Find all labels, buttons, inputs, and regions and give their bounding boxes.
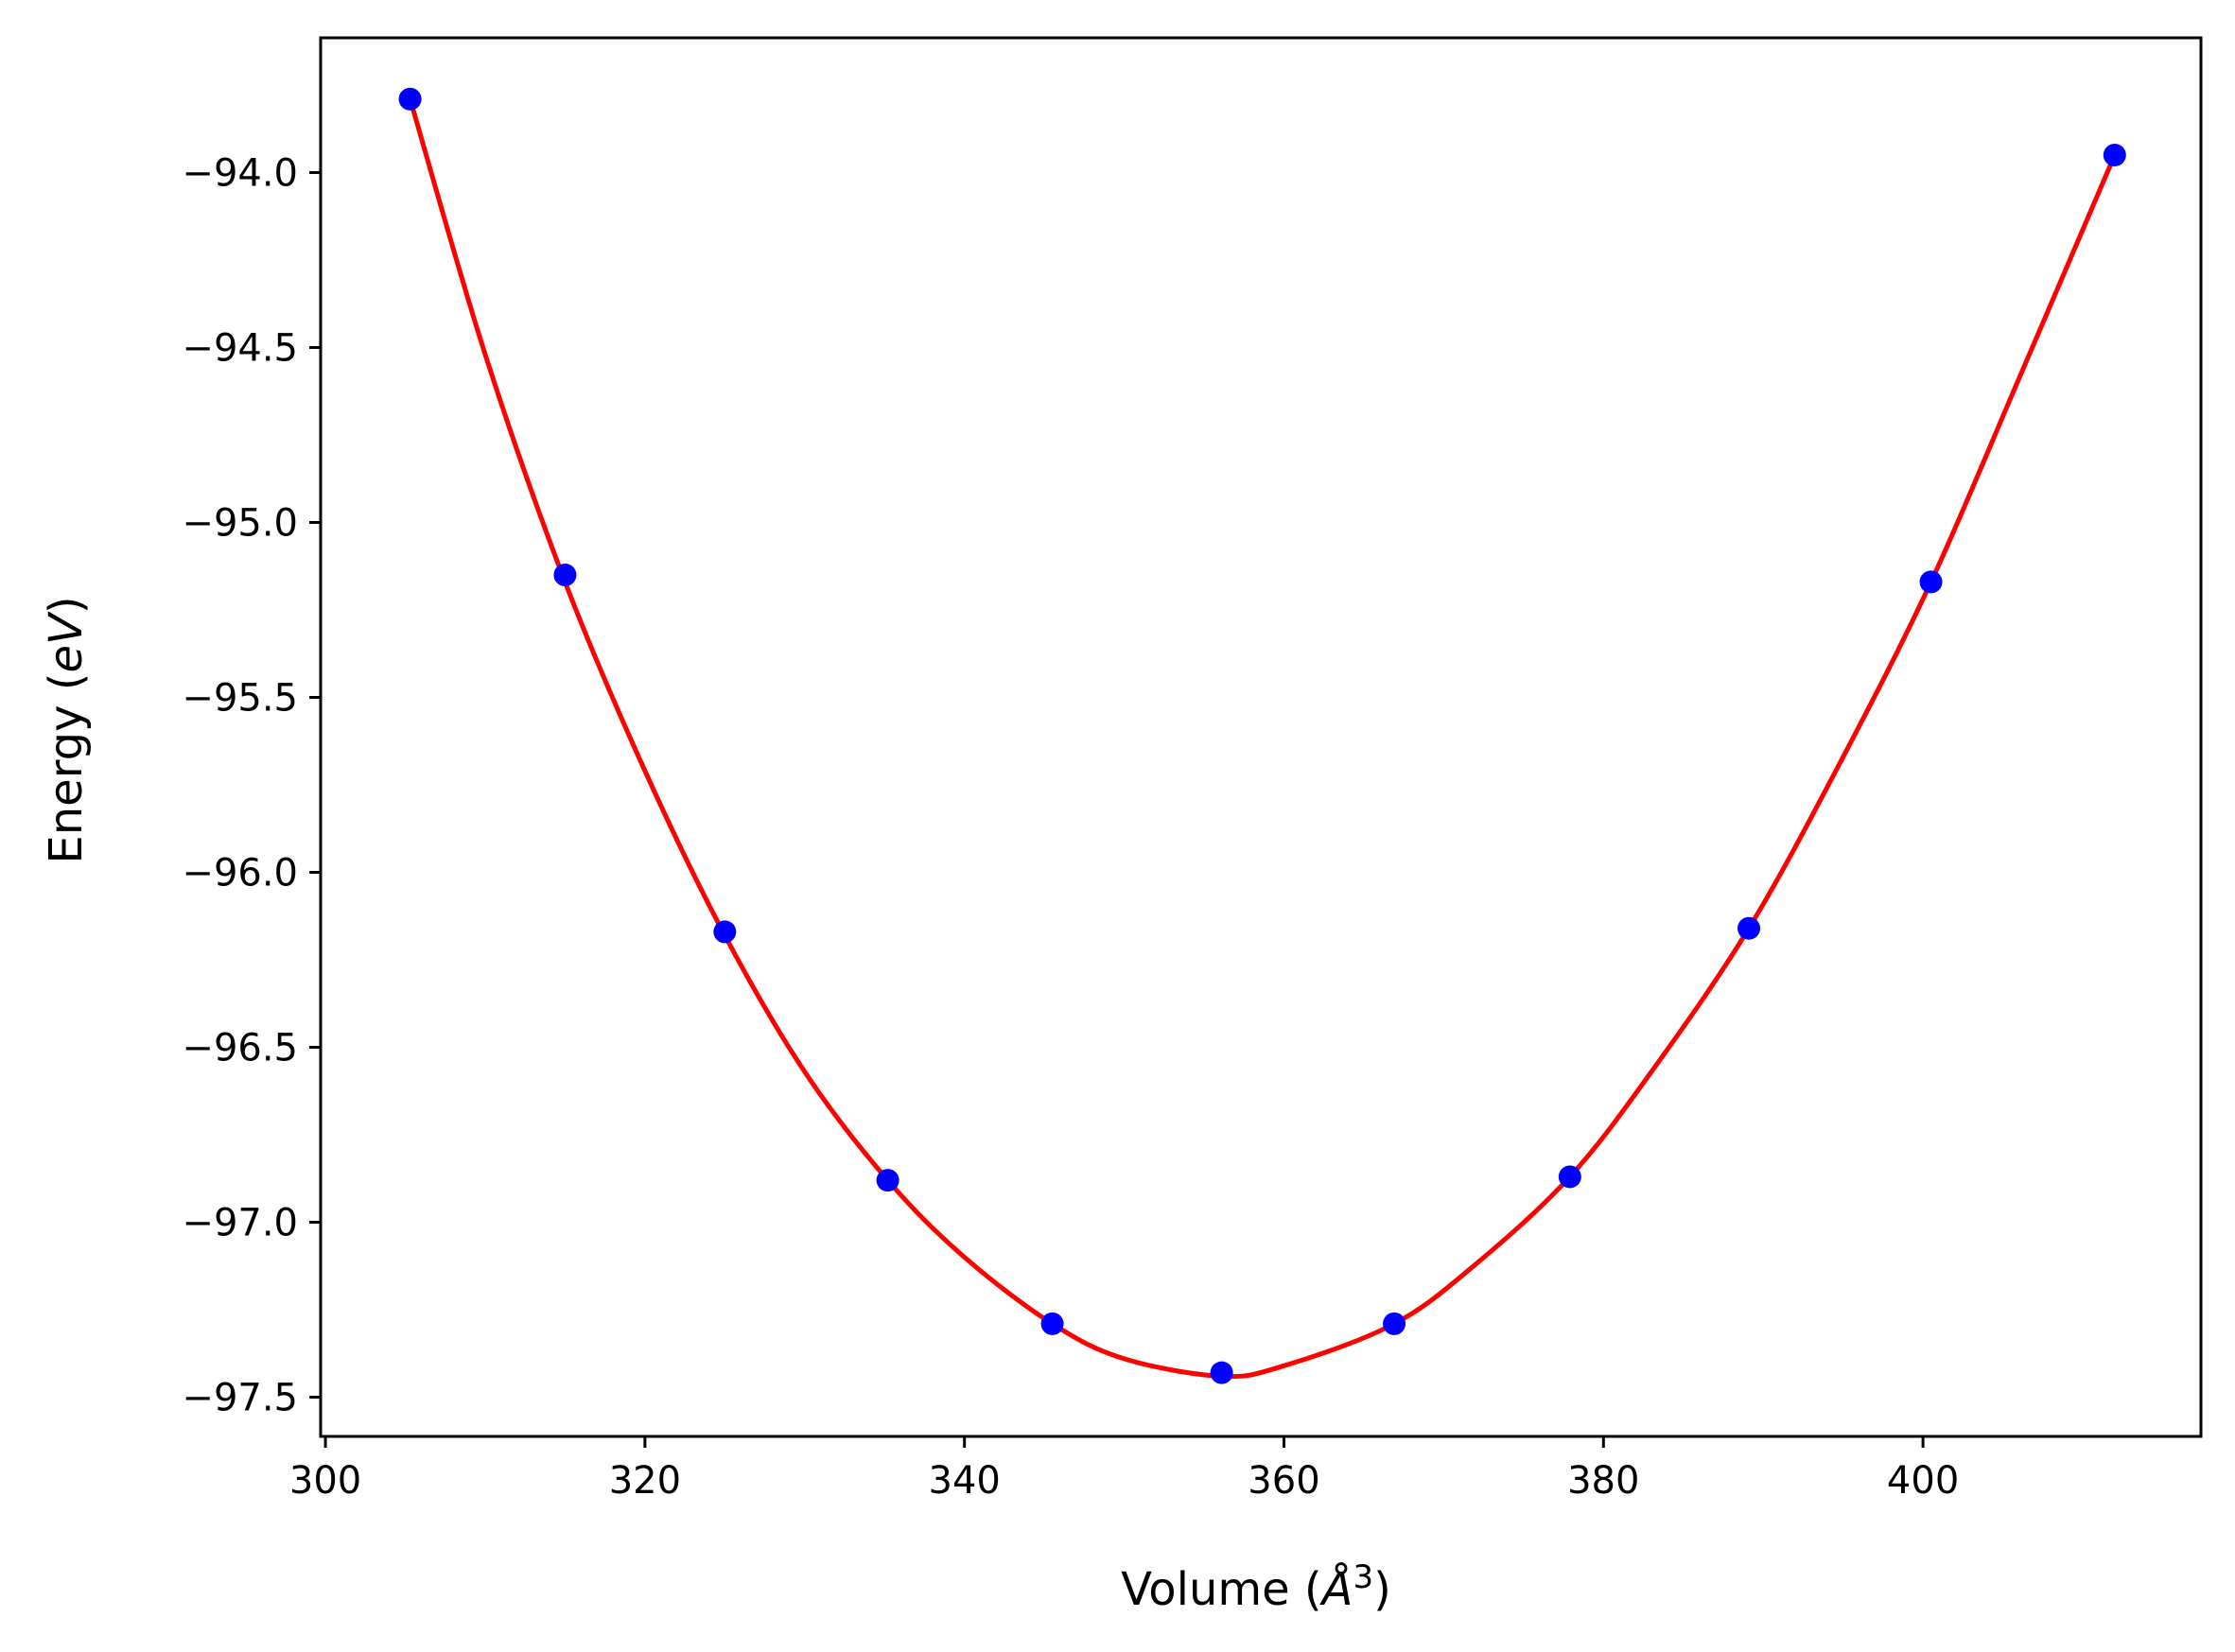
x-tick-label: 400 [1887, 1459, 1959, 1503]
y-tick-label: −94.0 [182, 151, 298, 195]
x-tick-label: 340 [929, 1459, 1001, 1503]
y-tick-label: −97.5 [182, 1377, 298, 1420]
y-axis-label: Energy (eV) [40, 596, 93, 863]
x-tick-label: 360 [1248, 1459, 1319, 1503]
y-tick-label: −95.0 [182, 501, 298, 545]
x-axis-label-superscript: 3 [1353, 1558, 1373, 1596]
y-axis-ticks: −94.0 −94.5 −95.0 −95.5 −96.0 −96.5 −97.0 −97.5 [182, 151, 321, 1420]
x-axis-label-symbol: Å [1319, 1562, 1353, 1616]
data-point [553, 563, 577, 586]
data-point [398, 87, 422, 111]
data-point [1558, 1165, 1581, 1189]
data-point [713, 920, 737, 944]
y-tick-label: −96.5 [182, 1027, 298, 1070]
data-point [2103, 143, 2126, 166]
x-tick-label: 380 [1567, 1459, 1639, 1503]
data-point [1040, 1312, 1064, 1335]
data-point [1383, 1312, 1406, 1335]
y-tick-label: −97.0 [182, 1202, 298, 1245]
x-tick-label: 320 [609, 1459, 681, 1503]
axes-frame [319, 36, 2203, 1438]
data-point [876, 1169, 899, 1192]
y-axis-label-unit: eV [40, 611, 93, 673]
y-tick-label: −94.5 [182, 326, 298, 370]
plot-area [398, 87, 2126, 1384]
x-axis-ticks: 300 320 340 360 380 400 [289, 1436, 1959, 1503]
y-tick-label: −96.0 [182, 852, 298, 896]
data-point [1210, 1361, 1233, 1384]
x-tick-label: 300 [289, 1459, 361, 1503]
data-point [1737, 916, 1761, 940]
data-point [1919, 570, 1943, 594]
x-axis-label: Volume (Å3) [1121, 1558, 1391, 1616]
y-tick-label: −95.5 [182, 677, 298, 721]
